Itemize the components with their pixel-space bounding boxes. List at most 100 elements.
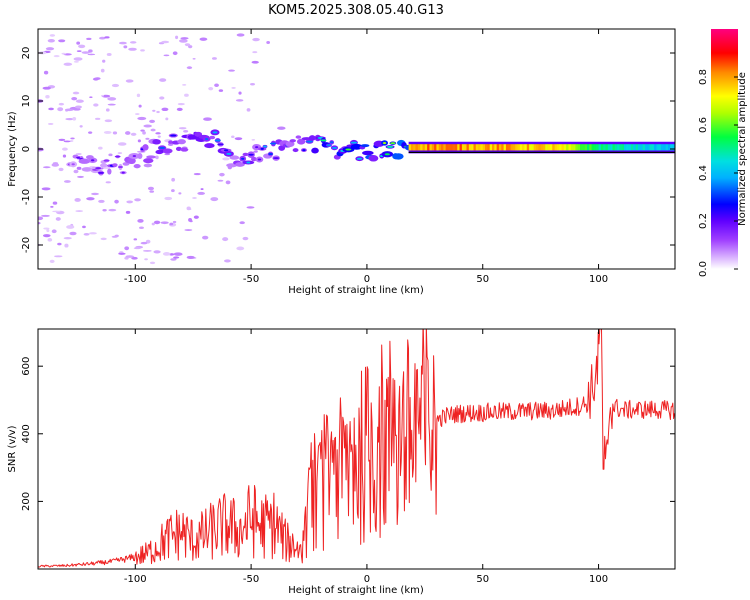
spectrogram-blob xyxy=(360,144,370,148)
spectrogram-band-cell xyxy=(459,144,463,151)
spectrogram-noise-blob xyxy=(139,226,144,229)
spectrogram-noise-blob xyxy=(82,225,86,229)
spectrogram-band-cell xyxy=(644,144,648,151)
spectrogram-band-cell xyxy=(621,144,625,151)
spectrogram-noise-blob xyxy=(176,107,183,111)
snr-xtick-label: 100 xyxy=(589,574,608,585)
spectrogram-noise-blob xyxy=(163,54,170,57)
spectrogram-noise-blob xyxy=(54,255,63,258)
spectrogram-blob-core xyxy=(241,157,245,160)
spectrogram-noise-blob xyxy=(38,222,41,225)
spectrogram-noise-blob xyxy=(199,37,208,41)
spectrogram-blob xyxy=(73,169,79,174)
spectrogram-blob-core xyxy=(226,152,232,155)
spectrogram-blob xyxy=(285,141,295,147)
spectrogram-noise-blob xyxy=(47,39,55,43)
snr-ytick-label: 200 xyxy=(21,492,32,511)
spectrogram-noise-blob xyxy=(173,256,180,259)
spectrogram-band-cell xyxy=(427,144,430,151)
spectrogram-noise-blob xyxy=(145,137,150,140)
spectrogram-noise-blob xyxy=(188,218,193,222)
spectrogram-noise-blob xyxy=(58,102,65,106)
spectrogram-noise-blob xyxy=(180,37,189,40)
spectrogram-noise-blob xyxy=(219,172,225,177)
spectrogram-noise-blob xyxy=(222,237,229,242)
spectrogram-noise-blob xyxy=(52,201,58,205)
spectrogram-noise-blob xyxy=(51,229,57,234)
spectrogram-noise-blob xyxy=(66,225,75,229)
spectrogram-noise-blob xyxy=(42,166,51,169)
spectrogram-noise-blob xyxy=(74,197,81,202)
spectrogram-noise-blob xyxy=(63,140,71,143)
spectrogram-noise-blob xyxy=(211,57,217,60)
spectrogram-band-cell xyxy=(538,144,541,151)
spectrogram-band-cell xyxy=(445,144,449,151)
spectrogram-blob xyxy=(152,139,161,145)
spectrogram-band-cell xyxy=(503,144,507,151)
spectrogram-noise-blob xyxy=(88,131,93,134)
spectrogram-blob xyxy=(99,163,108,168)
spectrogram-band-cell xyxy=(494,144,497,151)
spectrogram-noise-blob xyxy=(41,214,50,217)
spectrogram-noise-blob xyxy=(43,234,51,238)
spectrogram-noise-blob xyxy=(58,167,64,172)
spectrogram-blob-core xyxy=(246,161,251,164)
colorbar-gradient xyxy=(711,29,738,269)
spectrogram-noise-blob xyxy=(140,241,148,245)
spectrogram-band-cell xyxy=(457,144,460,151)
spectrogram-blob-core xyxy=(170,134,177,137)
spectrogram-noise-blob xyxy=(62,154,67,158)
spectrogram-noise-blob xyxy=(83,232,90,236)
spectrogram-noise-blob xyxy=(200,188,204,191)
spectrogram-noise-blob xyxy=(175,35,179,40)
spectrogram-blob-core xyxy=(382,141,387,144)
spectrogram-noise-blob xyxy=(58,39,66,43)
spectrogram-noise-blob xyxy=(172,51,178,56)
spectrogram-band-cell xyxy=(663,144,667,151)
spectrogram-noise-blob xyxy=(135,113,140,116)
spectrogram-noise-blob xyxy=(41,187,51,191)
spectrogram-band-cell xyxy=(561,144,565,151)
spectrogram-blob-core xyxy=(345,148,352,151)
spectrogram-band-cell xyxy=(628,144,632,151)
spectrogram-noise-blob xyxy=(193,215,199,219)
spectrogram-band-cell xyxy=(505,144,509,151)
spectrogram-noise-blob xyxy=(75,105,82,109)
spectrogram-noise-blob xyxy=(238,91,242,95)
spectrogram-blob xyxy=(162,148,173,154)
spectrogram-xtick-label: -50 xyxy=(243,274,259,285)
spectrogram-noise-blob xyxy=(235,99,244,102)
snr-xlabel: Height of straight line (km) xyxy=(288,585,424,596)
spectrogram-blob-core xyxy=(263,145,267,148)
spectrogram-noise-blob xyxy=(128,47,137,51)
spectrogram-blob-core xyxy=(326,144,332,147)
spectrogram-noise-blob xyxy=(75,210,84,212)
spectrogram-band-cell xyxy=(573,144,576,151)
spectrogram-band-cell xyxy=(431,144,435,151)
spectrogram-noise-blob xyxy=(236,246,245,251)
spectrogram-noise-blob xyxy=(210,197,219,202)
spectrogram-ylabel: Frequency (Hz) xyxy=(7,111,18,187)
spectrogram-blob-core xyxy=(114,155,121,158)
spectrogram-noise-blob xyxy=(129,41,137,44)
spectrogram-band-cell xyxy=(580,144,583,151)
spectrogram-band-cell xyxy=(549,144,553,151)
spectrogram-blob xyxy=(204,143,215,149)
spectrogram-band-cell xyxy=(441,144,444,151)
spectrogram-noise-blob xyxy=(107,103,116,106)
spectrogram-ytick-label: 10 xyxy=(21,95,32,108)
spectrogram-noise-blob xyxy=(149,119,156,124)
spectrogram-blob xyxy=(143,158,154,164)
spectrogram-xtick-label: 50 xyxy=(476,274,489,285)
spectrogram-blob xyxy=(289,139,296,143)
spectrogram-noise-blob xyxy=(136,93,141,98)
spectrogram-blob-core xyxy=(257,158,262,161)
spectrogram-noise-blob xyxy=(50,205,54,208)
spectrogram-noise-blob xyxy=(114,199,119,204)
spectrogram-blob-core xyxy=(121,171,125,174)
spectrogram-noise-blob xyxy=(246,206,255,209)
spectrogram-band-cell xyxy=(647,144,650,151)
spectrogram-noise-blob xyxy=(78,44,86,49)
spectrogram-noise-blob xyxy=(71,97,78,101)
spectrogram-noise-blob xyxy=(42,86,52,90)
